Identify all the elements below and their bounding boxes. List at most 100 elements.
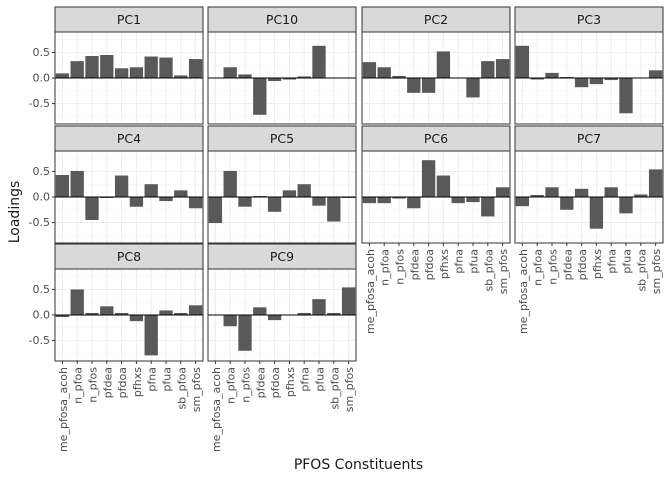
bar-pfhxs — [589, 197, 604, 229]
x-tick-label: sb_pfoa — [482, 249, 495, 292]
x-tick-label: sm_pfos — [190, 367, 203, 413]
bar-pfua — [466, 197, 480, 203]
bar-n_pfos — [238, 74, 252, 78]
y-tick-label: 0.5 — [33, 46, 51, 59]
x-tick-label: pfna — [606, 249, 619, 274]
bar-pfua — [159, 310, 173, 315]
y-tick-label: -0.5 — [29, 334, 50, 347]
bar-pfdoa — [267, 78, 282, 82]
bar-pfhxs — [282, 78, 297, 80]
x-tick-label: sm_pfos — [343, 367, 356, 413]
bar-pfua — [619, 197, 633, 214]
bar-pfdea — [407, 197, 421, 209]
strip-header — [54, 6, 204, 33]
bar-sm_pfos — [188, 197, 203, 209]
x-tick-label: pfhxs — [284, 367, 297, 397]
x-tick-label: n_pfos — [394, 249, 407, 285]
panel-border — [207, 31, 357, 125]
bar-pfna — [297, 184, 311, 197]
x-tick-label: pfdea — [254, 367, 267, 398]
x-tick-label: pfua — [468, 249, 481, 274]
strip-label: PC10 — [266, 12, 298, 27]
x-tick-label: pfua — [314, 367, 327, 392]
x-tick-label: n_pfoa — [72, 367, 85, 404]
x-tick-label: me_pfosa_acoh — [517, 249, 530, 334]
bar-pfhxs — [129, 67, 144, 78]
bar-n_pfoa — [377, 197, 391, 204]
x-tick-label: n_pfos — [240, 367, 253, 403]
bar-sm_pfos — [341, 287, 356, 315]
bar-pfdea — [100, 197, 114, 199]
bar-n_pfos — [85, 56, 99, 78]
bar-sm_pfos — [188, 305, 203, 315]
bar-sb_pfoa — [174, 190, 188, 197]
bar-n_pfoa — [70, 289, 84, 315]
bar-pfdea — [407, 78, 421, 93]
x-tick-label: pfdoa — [576, 249, 589, 280]
bar-pfdea — [253, 195, 267, 197]
panel-pc10: PC10 — [207, 6, 357, 125]
bar-pfdea — [560, 197, 574, 210]
bar-n_pfos — [238, 315, 252, 351]
bar-pfdea — [253, 307, 267, 315]
bar-pfdoa — [421, 160, 436, 197]
bar-pfdoa — [114, 68, 129, 78]
strip-header — [361, 6, 511, 33]
bar-n_pfoa — [223, 67, 237, 78]
bar-me_pfosa_acoh — [55, 175, 70, 197]
bar-n_pfos — [85, 197, 99, 220]
bar-pfua — [312, 299, 326, 315]
y-tick-label: 0.0 — [33, 191, 51, 204]
panel-pc5: PC5 — [207, 125, 357, 244]
x-tick-label: pfna — [453, 249, 466, 274]
strip-label: PC8 — [117, 249, 141, 264]
x-tick-label: n_pfos — [87, 367, 100, 403]
bar-me_pfosa_acoh — [55, 315, 70, 318]
x-tick-label: pfdoa — [269, 367, 282, 398]
bar-sb_pfoa — [481, 61, 495, 78]
x-axis-title: PFOS Constituents — [294, 457, 423, 473]
x-tick-label: n_pfos — [547, 249, 560, 285]
y-tick-label: -0.5 — [29, 216, 50, 229]
strip-label: PC3 — [577, 12, 601, 27]
panel-border — [514, 150, 664, 244]
strip-label: PC1 — [117, 12, 141, 27]
bar-n_pfos — [545, 72, 559, 78]
x-tick-label: pfdea — [561, 249, 574, 280]
bar-pfna — [604, 187, 618, 197]
panel-pc3: PC3 — [514, 6, 664, 125]
strip-header — [207, 243, 357, 270]
strip-header — [54, 125, 204, 152]
x-tick-label: pfhxs — [438, 249, 451, 279]
x-tick-label: me_pfosa_acoh — [364, 249, 377, 334]
panel-pc2: PC2 — [361, 6, 511, 125]
x-tick-label: pfua — [161, 367, 174, 392]
bar-pfdoa — [267, 197, 282, 212]
bar-pfhxs — [436, 175, 451, 197]
bar-me_pfosa_acoh — [362, 62, 377, 78]
x-tick-label: pfdea — [101, 367, 114, 398]
facet-panels: PC1 -0.5 0.0 0.5 PC10 PC2 PC3 PC4 -0.5 0.0 0.5 PC5 P… — [29, 6, 664, 452]
bar-pfhxs — [129, 315, 144, 322]
strip-header — [207, 125, 357, 152]
bar-n_pfoa — [223, 170, 237, 197]
x-tick-label: sm_pfos — [650, 249, 663, 295]
panel-border — [207, 268, 357, 362]
bar-pfhxs — [129, 197, 144, 207]
bar-sm_pfos — [341, 197, 356, 199]
x-tick-label: sb_pfoa — [328, 367, 341, 410]
panel-border — [361, 31, 511, 125]
bar-pfua — [619, 78, 633, 114]
bar-pfua — [312, 197, 326, 206]
x-tick-label: pfdea — [408, 249, 421, 280]
bar-sm_pfos — [648, 169, 663, 197]
bar-sb_pfoa — [481, 197, 495, 217]
bar-sb_pfoa — [634, 194, 648, 197]
x-tick-label: pfhxs — [131, 367, 144, 397]
strip-header — [207, 6, 357, 33]
bar-sm_pfos — [648, 70, 663, 78]
bar-sm_pfos — [495, 59, 510, 78]
panel-border — [361, 150, 511, 244]
